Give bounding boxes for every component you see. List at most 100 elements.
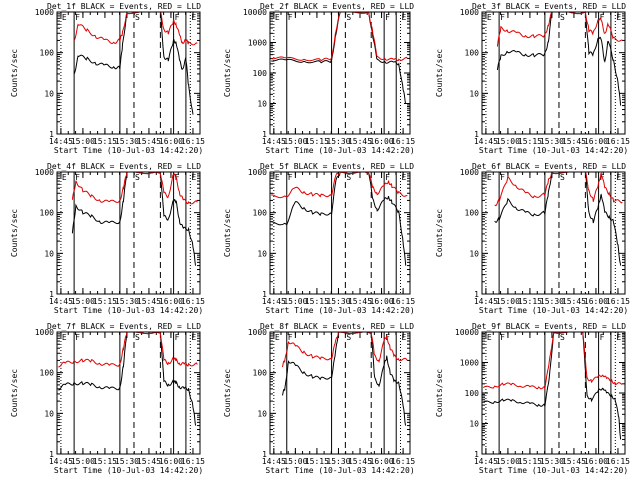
marker-label: F	[75, 13, 80, 22]
plot-frame	[56, 11, 201, 135]
y-tick-label: 10000	[455, 328, 479, 337]
marker-label: E	[275, 333, 280, 342]
y-axis-label: Counts/sec	[10, 369, 19, 417]
marker-label: E	[62, 173, 67, 182]
panel-det1: Det_1f BLACK = Events, RED = LLD Counts/s…	[10, 2, 205, 155]
marker-label: F	[600, 13, 605, 22]
x-tick-label: 15:00	[283, 457, 307, 466]
series-events-line	[271, 171, 407, 266]
series-events-line	[58, 331, 197, 426]
x-tick-label: 15:30	[326, 457, 350, 466]
marker-label: E	[616, 333, 621, 342]
plot-frame	[56, 171, 201, 295]
y-tick-label: 100	[253, 69, 268, 78]
panel-det8: Det_8f BLACK = Events, RED = LLD Counts/s…	[223, 322, 415, 475]
x-tick-label: 16:15	[391, 457, 415, 466]
x-axis-label: Start Time (10-Jul-03 14:42:20)	[54, 306, 203, 315]
marker-label: S	[135, 173, 140, 182]
x-tick-label: 15:15	[518, 297, 542, 306]
panel-title: Det_6f BLACK = Events, RED = LLD	[472, 162, 626, 171]
marker-label: E	[402, 173, 407, 182]
x-tick-label: 14:45	[262, 297, 286, 306]
x-tick-label: 16:15	[181, 137, 205, 146]
plot-frame	[56, 331, 201, 455]
plot-frame	[269, 171, 411, 295]
marker-label: S	[135, 333, 140, 342]
x-tick-label: 16:15	[181, 297, 205, 306]
marker-label: E	[616, 13, 621, 22]
x-tick-label: 15:15	[93, 297, 117, 306]
y-tick-label: 10	[469, 89, 479, 98]
x-tick-label: 16:00	[159, 297, 183, 306]
y-tick-label: 1	[262, 290, 267, 299]
plot-frame	[481, 11, 626, 135]
y-tick-label: 1000	[35, 328, 54, 337]
panel-det5: Det_5f BLACK = Events, RED = LLD Counts/s…	[223, 162, 415, 315]
marker-label: E	[402, 333, 407, 342]
series-events-line	[281, 331, 407, 426]
x-tick-label: 15:00	[71, 457, 95, 466]
marker-label: E	[275, 13, 280, 22]
marker-label: F	[75, 333, 80, 342]
y-tick-label: 10	[257, 100, 267, 109]
y-tick-label: 100	[253, 369, 268, 378]
y-tick-label: 1	[49, 450, 54, 459]
y-tick-label: 1	[474, 130, 479, 139]
y-axis-label: Counts/sec	[435, 49, 444, 97]
x-tick-label: 15:15	[518, 457, 542, 466]
marker-label: E	[402, 13, 407, 22]
y-tick-label: 1000	[248, 328, 267, 337]
x-tick-label: 14:45	[262, 457, 286, 466]
marker-label: S	[560, 173, 565, 182]
marker-label: F	[500, 333, 505, 342]
x-tick-label: 15:30	[115, 137, 139, 146]
x-tick-label: 15:00	[496, 457, 520, 466]
panel-det3: Det_3f BLACK = Events, RED = LLD Counts/s…	[435, 2, 630, 155]
x-tick-label: 15:15	[305, 457, 329, 466]
y-tick-label: 1000	[460, 168, 479, 177]
plot-frame	[269, 11, 411, 135]
marker-label: E	[616, 173, 621, 182]
panel-title: Det_9f BLACK = Events, RED = LLD	[472, 322, 626, 331]
x-tick-label: 16:00	[370, 297, 394, 306]
x-axis-label: Start Time (10-Jul-03 14:42:20)	[479, 466, 628, 475]
y-tick-label: 100	[465, 209, 480, 218]
x-tick-label: 15:45	[348, 137, 372, 146]
x-tick-label: 16:15	[606, 137, 630, 146]
x-tick-label: 16:00	[159, 137, 183, 146]
marker-label: E	[487, 333, 492, 342]
y-tick-label: 1000	[35, 168, 54, 177]
x-tick-label: 15:00	[283, 297, 307, 306]
x-tick-label: 16:00	[584, 297, 608, 306]
y-axis-label: Counts/sec	[223, 49, 232, 97]
y-tick-label: 10000	[243, 8, 267, 17]
marker-label: F	[175, 173, 180, 182]
y-tick-label: 10	[469, 249, 479, 258]
y-tick-label: 10	[257, 409, 267, 418]
y-tick-label: 1000	[248, 39, 267, 48]
marker-label: F	[75, 173, 80, 182]
y-tick-label: 10	[44, 89, 54, 98]
plot-frame	[481, 171, 626, 295]
x-tick-label: 15:30	[540, 137, 564, 146]
x-tick-label: 16:15	[391, 297, 415, 306]
x-tick-label: 14:45	[49, 137, 73, 146]
x-tick-label: 14:45	[474, 137, 498, 146]
x-tick-label: 15:30	[115, 457, 139, 466]
marker-label: F	[600, 333, 605, 342]
y-axis-label: Counts/sec	[435, 209, 444, 257]
panel-title: Det_8f BLACK = Events, RED = LLD	[260, 322, 414, 331]
x-tick-label: 15:45	[137, 297, 161, 306]
x-tick-label: 15:00	[71, 297, 95, 306]
x-tick-label: 15:45	[348, 457, 372, 466]
panel-title: Det_7f BLACK = Events, RED = LLD	[47, 322, 201, 331]
marker-label: S	[560, 333, 565, 342]
x-tick-label: 16:15	[606, 297, 630, 306]
marker-label: E	[191, 333, 196, 342]
x-tick-label: 15:30	[540, 457, 564, 466]
x-tick-label: 15:45	[562, 137, 586, 146]
y-tick-label: 10	[44, 249, 54, 258]
panel-title: Det_2f BLACK = Events, RED = LLD	[260, 2, 414, 11]
y-axis-label: Counts/sec	[10, 209, 19, 257]
